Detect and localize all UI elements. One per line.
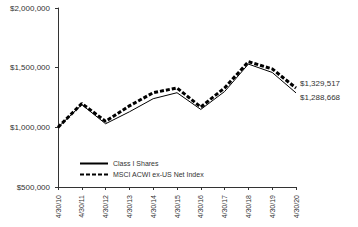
svg-text:4/30/14: 4/30/14: [150, 195, 157, 218]
svg-text:Class I Shares: Class I Shares: [113, 160, 159, 167]
svg-text:$1,288,668: $1,288,668: [300, 93, 341, 102]
svg-text:4/30/12: 4/30/12: [102, 195, 109, 218]
svg-text:$1,329,517: $1,329,517: [300, 79, 341, 88]
svg-text:4/30/15: 4/30/15: [174, 195, 181, 218]
svg-text:MSCI ACWI ex-US Net Index: MSCI ACWI ex-US Net Index: [113, 171, 204, 178]
svg-text:$2,000,000: $2,000,000: [10, 4, 51, 13]
svg-text:4/30/11: 4/30/11: [78, 195, 85, 218]
svg-text:4/30/20: 4/30/20: [293, 195, 300, 218]
svg-text:4/30/19: 4/30/19: [269, 195, 276, 218]
svg-text:4/30/16: 4/30/16: [197, 195, 204, 218]
svg-text:$1,000,000: $1,000,000: [10, 123, 51, 132]
svg-text:$1,500,000: $1,500,000: [10, 63, 51, 72]
svg-text:4/30/10: 4/30/10: [55, 195, 62, 218]
svg-text:4/30/18: 4/30/18: [245, 195, 252, 218]
svg-text:4/30/13: 4/30/13: [126, 195, 133, 218]
svg-text:4/30/17: 4/30/17: [221, 195, 228, 218]
svg-text:$500,000: $500,000: [17, 183, 51, 192]
